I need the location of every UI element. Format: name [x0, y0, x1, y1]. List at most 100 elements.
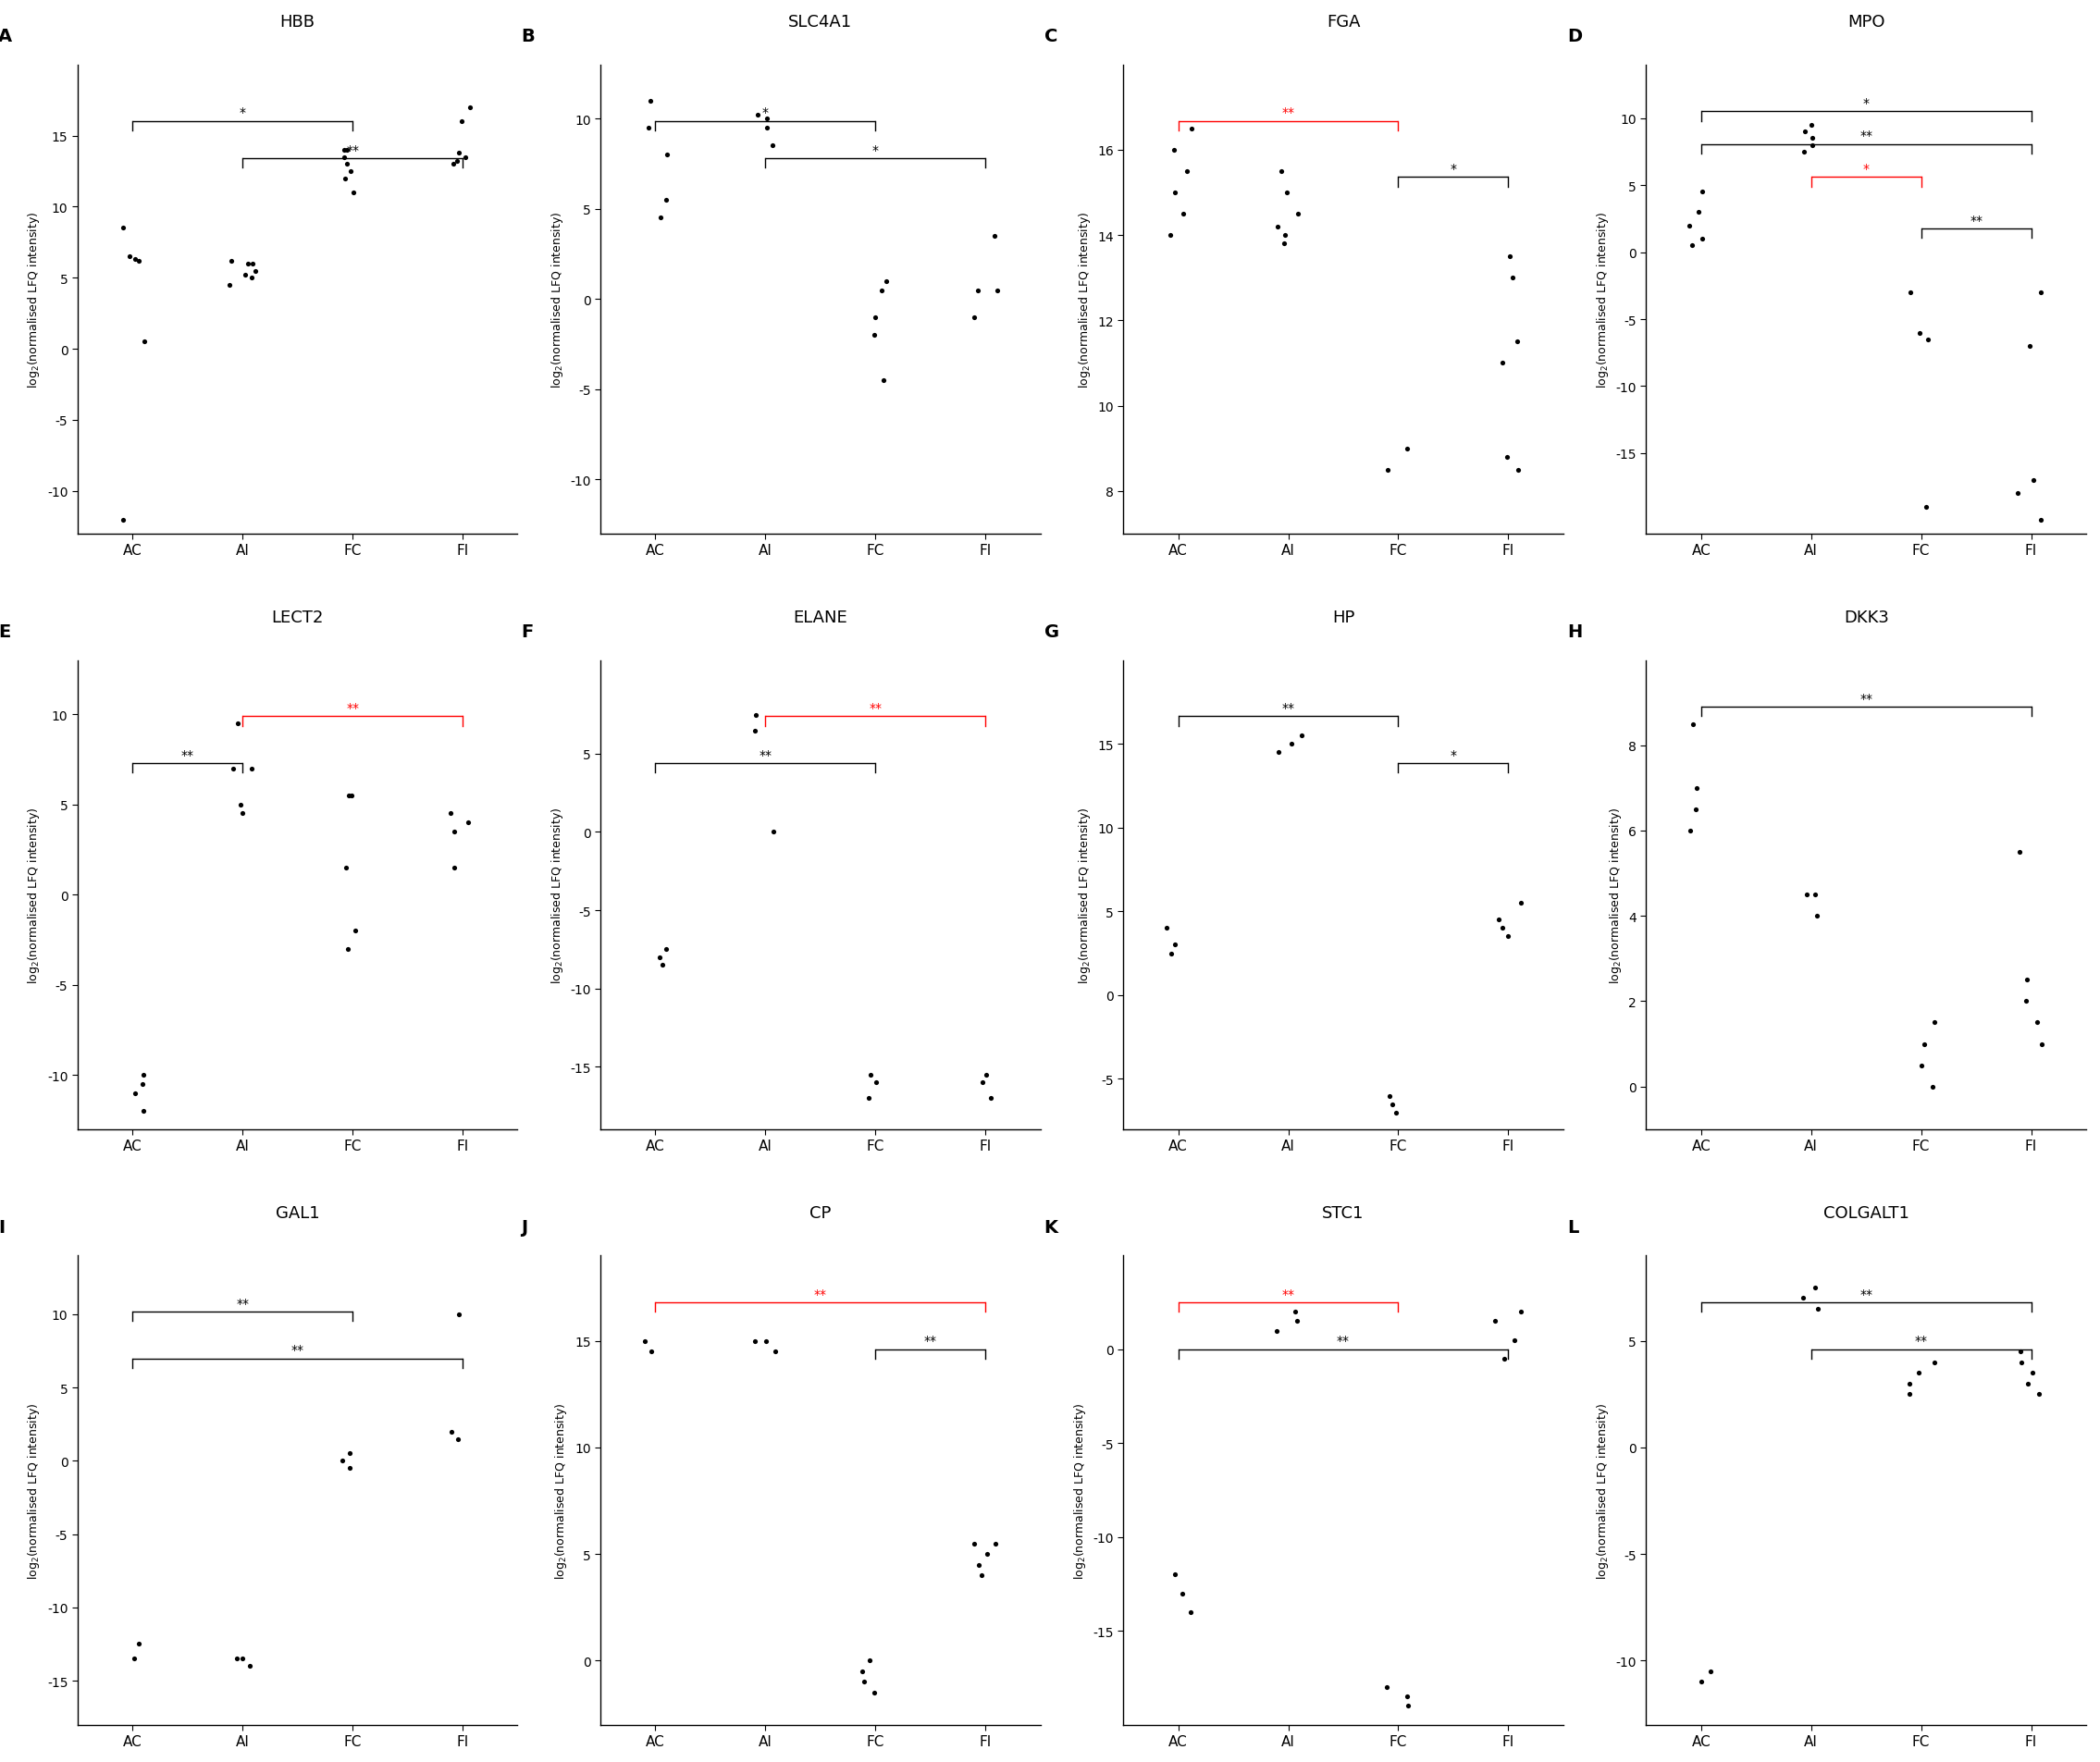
Point [1174, 115, 1207, 143]
Point [231, 250, 265, 278]
Point [1157, 136, 1191, 164]
Point [1264, 159, 1298, 187]
Point [1892, 1380, 1926, 1408]
Text: J: J [521, 1218, 527, 1235]
Point [1892, 1369, 1926, 1397]
Text: I: I [0, 1218, 4, 1235]
Point [1686, 178, 1720, 206]
Point [1380, 1098, 1413, 1126]
Title: COLGALT1: COLGALT1 [1823, 1203, 1909, 1221]
Point [1684, 1669, 1718, 1697]
Point [1903, 1359, 1936, 1387]
Point [1268, 222, 1302, 250]
Point [437, 855, 470, 883]
Text: C: C [1044, 28, 1058, 46]
Point [1798, 881, 1831, 909]
Point [126, 1061, 160, 1089]
Point [867, 366, 901, 395]
Title: DKK3: DKK3 [1844, 610, 1888, 626]
Point [1504, 1299, 1537, 1327]
Text: *: * [1449, 749, 1457, 761]
Text: *: * [1863, 162, 1869, 176]
Point [445, 107, 479, 136]
Point [857, 322, 890, 351]
Point [855, 1061, 888, 1089]
Point [964, 1561, 998, 1589]
Point [235, 250, 269, 278]
Point [979, 1529, 1012, 1558]
Point [1281, 201, 1315, 229]
Point [2020, 1010, 2054, 1038]
Point [739, 701, 773, 729]
Point [756, 818, 790, 846]
Point [122, 247, 155, 275]
Text: **: ** [181, 749, 193, 761]
Y-axis label: log$_2$(normalised LFQ intensity): log$_2$(normalised LFQ intensity) [554, 1401, 569, 1579]
Point [1270, 180, 1304, 208]
Point [859, 1068, 892, 1096]
Text: L: L [1567, 1218, 1579, 1235]
Point [1502, 328, 1535, 356]
Point [334, 1454, 368, 1482]
Point [974, 1084, 1008, 1112]
Y-axis label: log$_2$(normalised LFQ intensity): log$_2$(normalised LFQ intensity) [25, 211, 42, 388]
Point [1495, 264, 1529, 292]
Point [758, 1337, 792, 1366]
Point [1802, 1295, 1835, 1323]
Point [1166, 1579, 1199, 1607]
Point [1260, 1316, 1294, 1344]
Point [1672, 211, 1705, 240]
Point [2016, 1359, 2050, 1387]
Point [1905, 1052, 1938, 1080]
Point [1275, 729, 1308, 758]
Point [1680, 796, 1714, 825]
Point [2010, 966, 2043, 994]
Point [332, 782, 365, 811]
Point [1279, 1299, 1312, 1327]
Point [336, 180, 370, 208]
Point [2014, 333, 2048, 361]
Title: CP: CP [811, 1203, 832, 1221]
Point [1907, 1031, 1940, 1059]
Point [330, 936, 363, 964]
Point [225, 800, 258, 828]
Point [1478, 1307, 1512, 1336]
Point [1903, 319, 1936, 347]
Text: D: D [1567, 28, 1581, 46]
Point [2012, 1369, 2045, 1397]
Y-axis label: log$_2$(normalised LFQ intensity): log$_2$(normalised LFQ intensity) [25, 1401, 42, 1579]
Point [857, 1679, 890, 1707]
Point [649, 187, 682, 215]
Text: *: * [1449, 162, 1457, 176]
Point [1285, 722, 1319, 751]
Point [643, 204, 676, 233]
Point [1155, 939, 1189, 967]
Point [853, 1084, 886, 1112]
Text: **: ** [1861, 1288, 1873, 1300]
Point [1166, 201, 1199, 229]
Point [1800, 902, 1833, 930]
Text: **: ** [346, 701, 359, 714]
Point [126, 1098, 160, 1126]
Point [979, 222, 1012, 250]
Point [437, 818, 470, 846]
Point [962, 1551, 995, 1579]
Point [437, 152, 470, 180]
Point [1369, 1674, 1403, 1702]
Text: **: ** [1861, 692, 1873, 705]
Point [958, 303, 991, 331]
Point [128, 328, 162, 356]
Point [649, 141, 682, 169]
Point [2024, 507, 2058, 536]
Point [220, 710, 254, 738]
Point [741, 102, 775, 130]
Point [1917, 1348, 1951, 1376]
Point [859, 303, 892, 331]
Text: **: ** [1970, 215, 1982, 227]
Point [1676, 710, 1709, 738]
Text: *: * [762, 106, 769, 120]
Point [966, 1068, 1000, 1096]
Point [1787, 1284, 1821, 1313]
Point [1795, 132, 1829, 160]
Point [435, 1417, 468, 1445]
